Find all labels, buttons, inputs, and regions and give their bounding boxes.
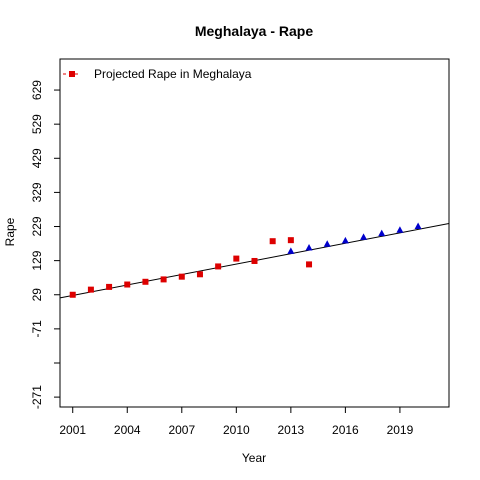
data-point-square <box>106 283 113 290</box>
y-tick-label: 329 <box>30 182 44 202</box>
data-point-square <box>142 278 149 285</box>
data-point-square <box>233 255 240 262</box>
y-tick-label: -71 <box>30 320 44 338</box>
x-tick-label: 2010 <box>223 423 250 437</box>
y-axis: -271 -71 29 129 229 329 429 529 629 <box>30 80 60 409</box>
x-tick-label: 2001 <box>59 423 86 437</box>
plot-content <box>59 222 450 299</box>
data-point-square <box>69 291 76 298</box>
legend-marker <box>69 71 75 77</box>
x-axis: 2001 2004 2007 2010 2013 2016 2019 <box>59 407 414 437</box>
y-tick-label: -271 <box>30 385 44 409</box>
data-point-square <box>251 257 258 264</box>
data-point-square <box>196 271 203 278</box>
legend-label: Projected Rape in Meghalaya <box>94 67 252 81</box>
x-axis-label: Year <box>242 451 266 465</box>
data-point-triangle <box>396 226 404 233</box>
x-tick-label: 2004 <box>114 423 141 437</box>
y-tick-label: 129 <box>30 250 44 270</box>
x-tick-label: 2007 <box>168 423 195 437</box>
y-tick-label: 529 <box>30 114 44 134</box>
data-point-triangle <box>323 240 331 247</box>
y-axis-label: Rape <box>3 217 17 246</box>
x-tick-label: 2013 <box>278 423 305 437</box>
legend: Projected Rape in Meghalaya <box>63 67 252 81</box>
data-point-square <box>87 286 94 293</box>
data-point-square <box>160 276 167 283</box>
x-tick-label: 2019 <box>387 423 414 437</box>
chart-title: Meghalaya - Rape <box>195 23 313 39</box>
x-tick-label: 2016 <box>332 423 359 437</box>
data-point-square <box>287 237 294 244</box>
data-point-square <box>178 273 185 280</box>
data-point-square <box>306 261 313 268</box>
y-tick-label: 629 <box>30 80 44 100</box>
y-tick-label: 429 <box>30 148 44 168</box>
data-point-triangle <box>378 229 386 237</box>
data-point-triangle <box>341 236 349 244</box>
data-point-triangle <box>360 233 368 240</box>
y-tick-label: 29 <box>30 288 44 302</box>
data-point-square <box>269 238 276 245</box>
data-point-square <box>215 263 222 270</box>
plot-frame <box>59 58 450 408</box>
data-point-square <box>124 281 131 288</box>
data-point-triangle <box>287 247 295 254</box>
data-point-triangle <box>305 244 313 251</box>
y-tick-label: 229 <box>30 216 44 236</box>
data-point-triangle <box>414 222 422 230</box>
